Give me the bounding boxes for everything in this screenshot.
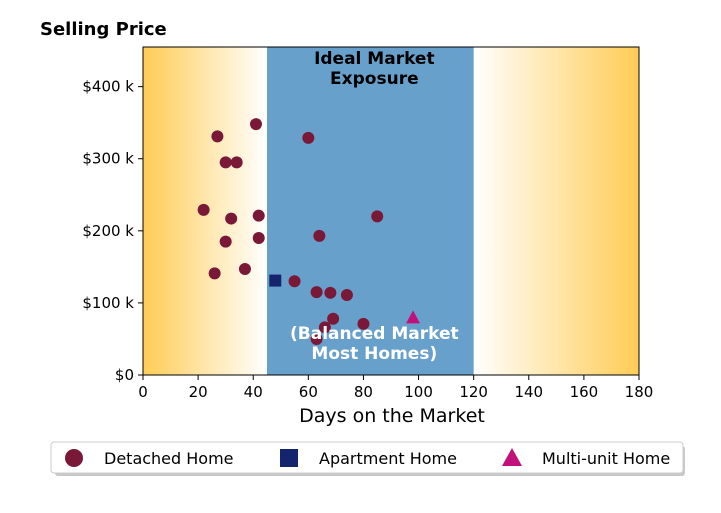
x-tick-label: 60 bbox=[299, 383, 318, 401]
multi-unit-home-legend-marker bbox=[502, 448, 522, 466]
detached-home-point bbox=[302, 131, 315, 144]
apartment-home-legend-label: Apartment Home bbox=[319, 449, 457, 468]
detached-home-legend-marker bbox=[65, 449, 83, 467]
detached-home-point bbox=[313, 229, 326, 242]
detached-home-point bbox=[324, 286, 337, 299]
x-tick-label: 160 bbox=[570, 383, 599, 401]
detached-home-point bbox=[371, 210, 384, 223]
x-axis-label: Days on the Market bbox=[299, 405, 485, 427]
detached-home-point bbox=[357, 317, 370, 330]
x-tick-label: 100 bbox=[404, 383, 433, 401]
detached-home-point bbox=[238, 263, 251, 276]
y-tick-label: $100 k bbox=[82, 294, 134, 312]
data-points bbox=[197, 118, 421, 345]
legend-box bbox=[50, 441, 684, 474]
y-tick-label: $400 k bbox=[82, 78, 134, 96]
detached-home-point bbox=[252, 209, 265, 222]
apartment-home-point bbox=[269, 274, 282, 287]
detached-home-point bbox=[219, 235, 232, 248]
x-tick-label: 120 bbox=[459, 383, 488, 401]
detached-home-point bbox=[340, 288, 353, 301]
detached-home-point bbox=[252, 232, 265, 245]
x-tick-label: 180 bbox=[625, 383, 654, 401]
band-bottom-label-line1: (Balanced Market bbox=[290, 324, 459, 344]
detached-home-point bbox=[230, 156, 243, 169]
background-gradient-right bbox=[473, 47, 639, 375]
band-bottom-label-line2: Most Homes) bbox=[311, 344, 437, 364]
apartment-home-legend-marker bbox=[280, 449, 298, 467]
detached-home-point bbox=[208, 267, 221, 280]
detached-home-point bbox=[318, 321, 331, 334]
legend: Detached Home Apartment Home Multi-unit Ho… bbox=[50, 441, 685, 476]
detached-home-point bbox=[211, 130, 224, 143]
detached-home-point bbox=[219, 156, 232, 169]
y-tick-label: $200 k bbox=[82, 222, 134, 240]
y-tick-label: $300 k bbox=[82, 150, 134, 168]
y-tick-label: $0 bbox=[115, 366, 134, 384]
x-tick-label: 80 bbox=[354, 383, 373, 401]
x-tick-label: 20 bbox=[189, 383, 208, 401]
detached-home-legend-label: Detached Home bbox=[104, 449, 234, 468]
band-top-label-line2: Exposure bbox=[330, 69, 419, 89]
plot-frame bbox=[142, 46, 640, 376]
detached-home-point bbox=[310, 332, 323, 345]
band-top-label-line1: Ideal Market bbox=[314, 49, 435, 69]
detached-home-point bbox=[225, 212, 238, 225]
detached-home-point bbox=[288, 275, 301, 288]
chart-title: Selling Price bbox=[40, 19, 167, 40]
multi-unit-home-point bbox=[406, 310, 421, 324]
detached-home-point bbox=[197, 203, 210, 216]
multi-unit-home-legend-label: Multi-unit Home bbox=[542, 449, 670, 468]
plot-background bbox=[143, 47, 639, 375]
detached-home-point bbox=[327, 312, 340, 325]
detached-home-point bbox=[310, 286, 323, 299]
detached-home-point bbox=[249, 118, 262, 131]
x-tick-label: 0 bbox=[138, 383, 148, 401]
axes: 0 20 40 60 80 100 120 140 160 180 $0 $100 k $200 k $3… bbox=[82, 46, 654, 401]
x-tick-label: 140 bbox=[514, 383, 543, 401]
band-rect bbox=[267, 47, 474, 375]
x-tick-label: 40 bbox=[244, 383, 263, 401]
